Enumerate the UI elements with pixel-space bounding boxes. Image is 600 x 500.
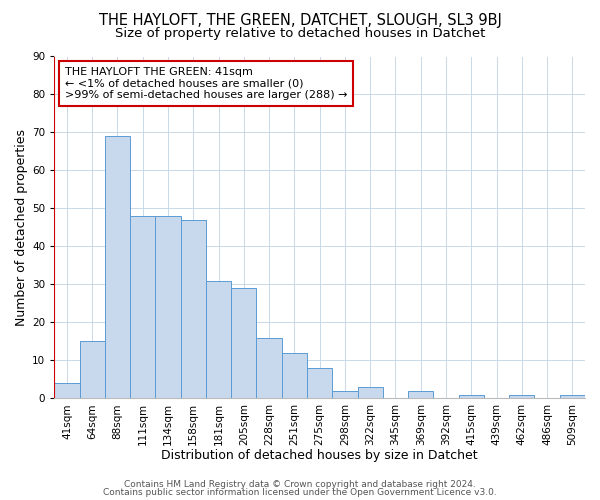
Bar (358, 387, 383, 398)
Text: Contains public sector information licensed under the Open Government Licence v3: Contains public sector information licen… (103, 488, 497, 497)
Bar (105, 136, 130, 398)
Text: Size of property relative to detached houses in Datchet: Size of property relative to detached ho… (115, 28, 485, 40)
Bar (256, 338, 282, 398)
X-axis label: Distribution of detached houses by size in Datchet: Distribution of detached houses by size … (161, 450, 478, 462)
Bar (80, 342, 105, 398)
Bar (206, 280, 231, 398)
Bar (509, 394, 535, 398)
Bar (155, 216, 181, 398)
Bar (231, 288, 256, 399)
Bar (307, 368, 332, 398)
Bar (408, 391, 433, 398)
Text: THE HAYLOFT THE GREEN: 41sqm
← <1% of detached houses are smaller (0)
>99% of se: THE HAYLOFT THE GREEN: 41sqm ← <1% of de… (65, 67, 347, 100)
Bar (130, 216, 155, 398)
Text: THE HAYLOFT, THE GREEN, DATCHET, SLOUGH, SL3 9BJ: THE HAYLOFT, THE GREEN, DATCHET, SLOUGH,… (98, 12, 502, 28)
Text: Contains HM Land Registry data © Crown copyright and database right 2024.: Contains HM Land Registry data © Crown c… (124, 480, 476, 489)
Bar (560, 394, 585, 398)
Bar (458, 394, 484, 398)
Bar (282, 353, 307, 399)
Bar (181, 220, 206, 398)
Bar (332, 391, 358, 398)
Bar (55, 383, 80, 398)
Y-axis label: Number of detached properties: Number of detached properties (15, 129, 28, 326)
